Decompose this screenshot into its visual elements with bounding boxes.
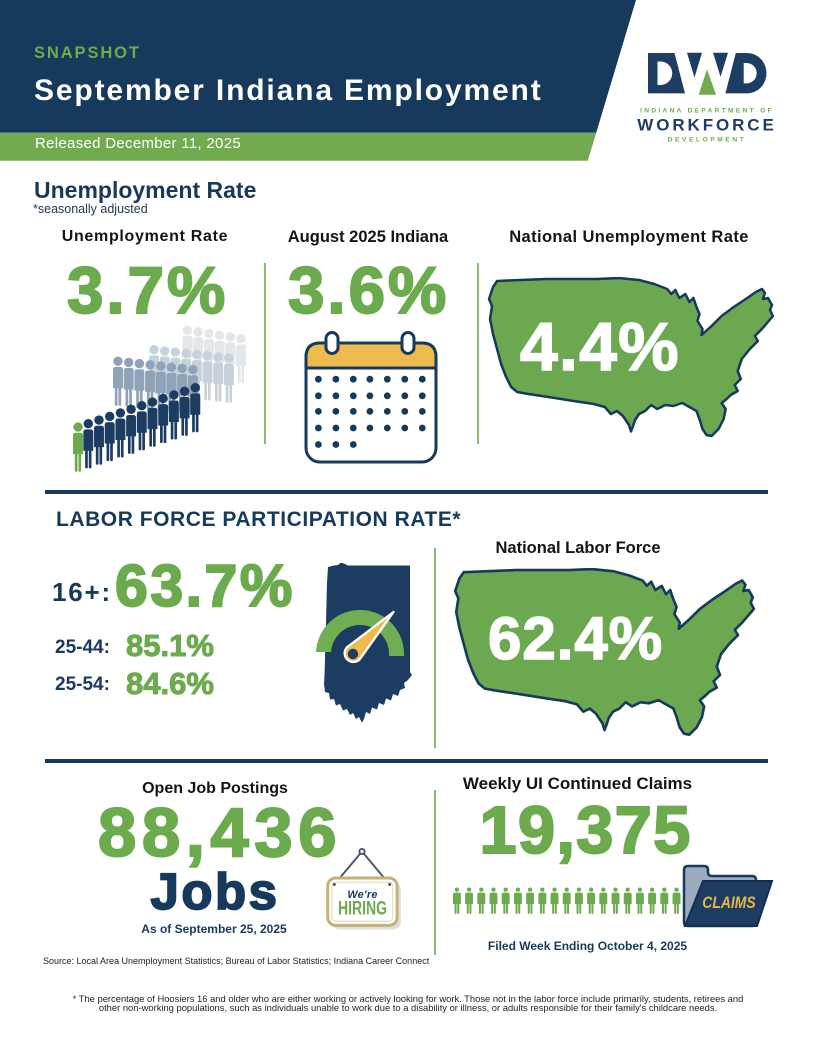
svg-text:INDIANA DEPARTMENT OF: INDIANA DEPARTMENT OF bbox=[640, 108, 774, 115]
svg-text:We're: We're bbox=[347, 889, 377, 901]
svg-text:DEVELOPMENT: DEVELOPMENT bbox=[668, 137, 747, 144]
svg-text:CLAIMS: CLAIMS bbox=[702, 894, 756, 913]
svg-text:HIRING: HIRING bbox=[338, 897, 387, 919]
svg-text:WORKFORCE: WORKFORCE bbox=[637, 116, 776, 135]
